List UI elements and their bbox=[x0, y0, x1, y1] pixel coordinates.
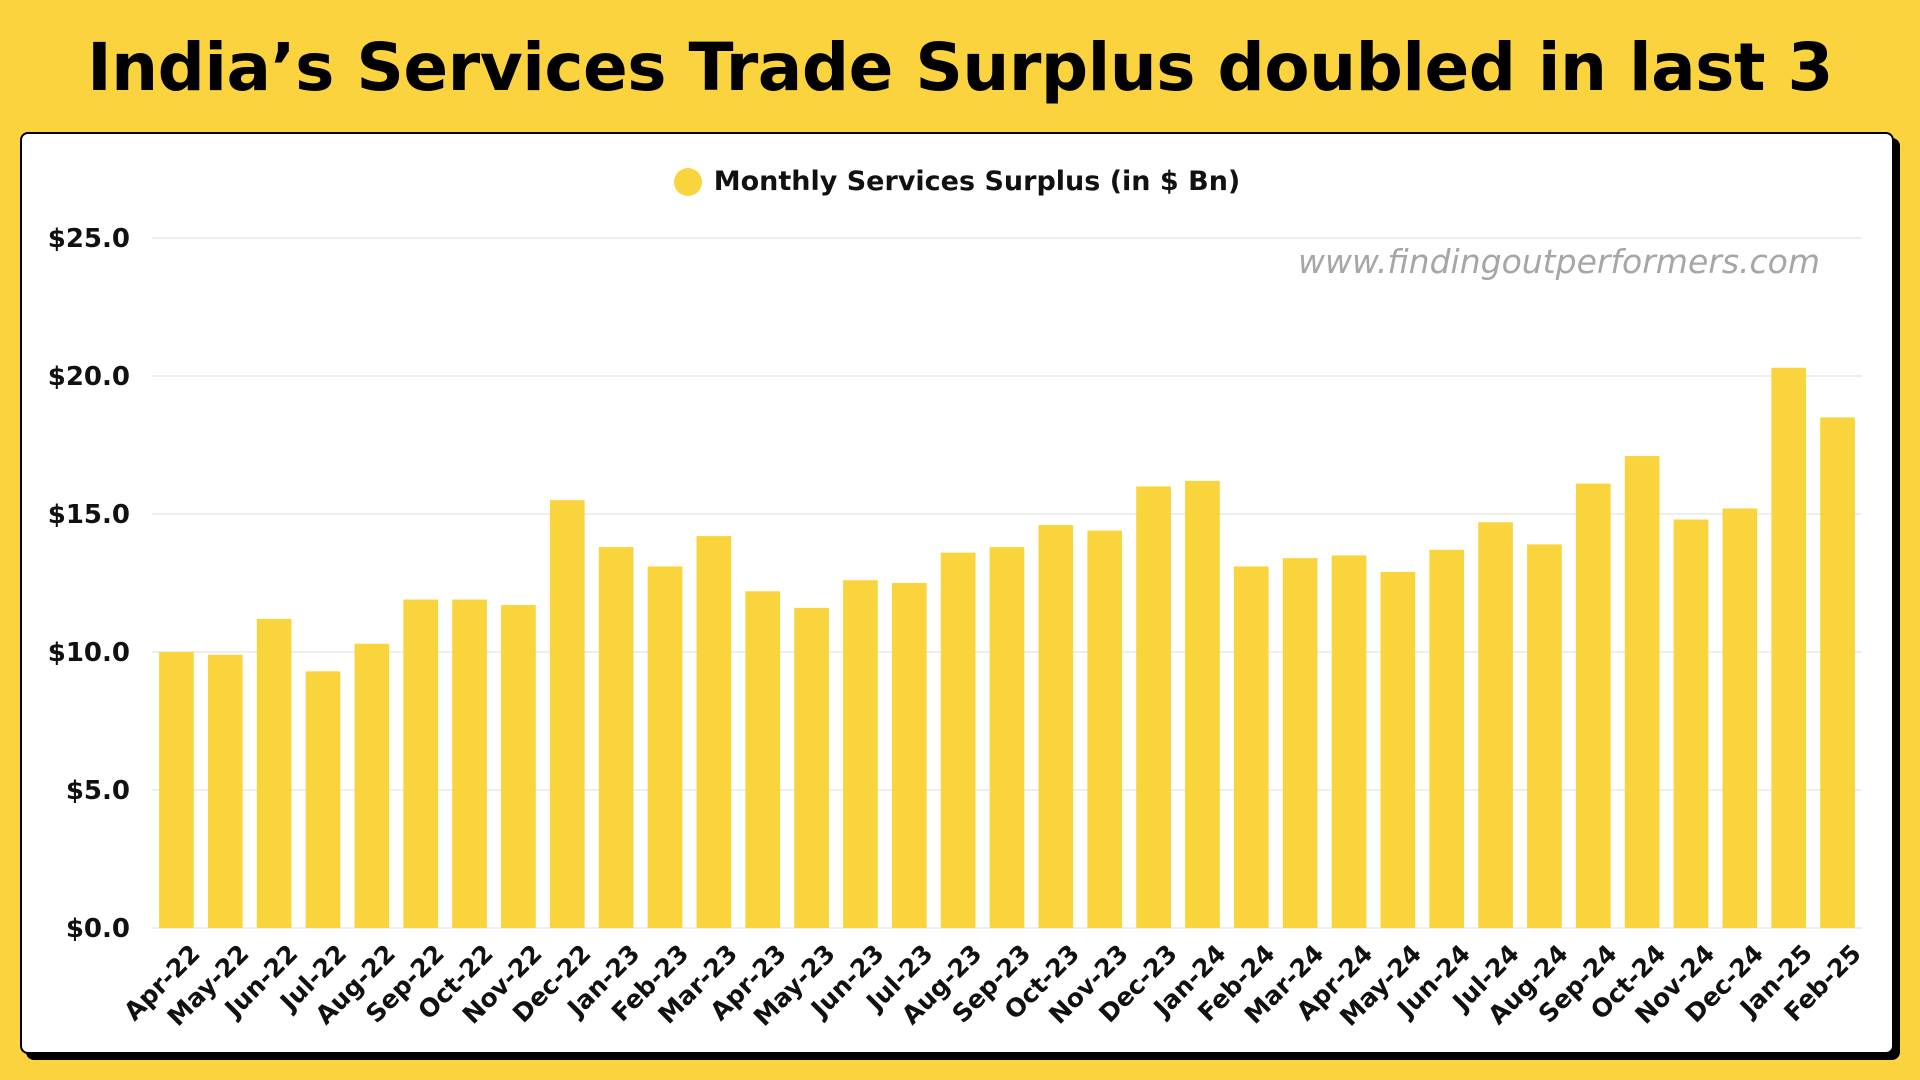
bar-jun-24 bbox=[1429, 549, 1465, 928]
bar-jun-23 bbox=[843, 580, 878, 928]
legend-swatch bbox=[673, 167, 702, 196]
watermark: www.findingoutperformers.com bbox=[1298, 242, 1820, 281]
bar-mar-24 bbox=[1282, 558, 1318, 928]
bar-feb-24 bbox=[1233, 566, 1269, 928]
bar-may-23 bbox=[794, 607, 829, 928]
bar-apr-23 bbox=[745, 591, 781, 928]
bar-sep-22 bbox=[403, 599, 439, 928]
bar-dec-23 bbox=[1136, 486, 1171, 928]
bar-aug-24 bbox=[1527, 544, 1562, 928]
bar-oct-23 bbox=[1038, 525, 1074, 928]
bar-feb-23 bbox=[647, 566, 683, 928]
bar-mar-23 bbox=[696, 536, 732, 928]
bar-jul-23 bbox=[891, 583, 927, 928]
bar-jan-23 bbox=[598, 547, 634, 928]
y-tick-label: $25.0 bbox=[48, 224, 130, 254]
bar-may-24 bbox=[1380, 571, 1416, 928]
y-tick-label: $10.0 bbox=[48, 638, 130, 668]
bar-sep-24 bbox=[1575, 483, 1611, 928]
bar-may-22 bbox=[207, 654, 243, 928]
bar-chart: $0.0$5.0$10.0$15.0$20.0$25.0Apr-22May-22… bbox=[48, 224, 1867, 1032]
chart-card: Monthly Services Surplus (in $ Bn) www.f… bbox=[20, 132, 1894, 1054]
bar-jan-24 bbox=[1185, 480, 1220, 928]
y-tick-label: $20.0 bbox=[48, 362, 130, 392]
bar-nov-22 bbox=[501, 605, 536, 928]
bar-sep-23 bbox=[989, 547, 1025, 928]
bar-aug-22 bbox=[354, 643, 390, 928]
bar-oct-22 bbox=[452, 599, 487, 928]
bar-jun-22 bbox=[256, 618, 292, 928]
bar-jan-25 bbox=[1771, 367, 1807, 929]
bar-dec-24 bbox=[1722, 508, 1758, 928]
bar-nov-24 bbox=[1673, 519, 1709, 928]
legend-label: Monthly Services Surplus (in $ Bn) bbox=[713, 166, 1241, 197]
bar-jul-22 bbox=[305, 671, 341, 928]
legend: Monthly Services Surplus (in $ Bn) bbox=[22, 166, 1892, 197]
bar-oct-24 bbox=[1624, 456, 1660, 928]
bar-nov-23 bbox=[1087, 530, 1123, 928]
y-tick-label: $5.0 bbox=[66, 776, 130, 806]
bar-feb-25 bbox=[1820, 417, 1855, 928]
bar-aug-23 bbox=[940, 552, 976, 928]
bar-jul-24 bbox=[1478, 522, 1513, 928]
bar-apr-24 bbox=[1331, 555, 1367, 928]
bar-apr-22 bbox=[159, 652, 194, 928]
bar-dec-22 bbox=[549, 500, 585, 928]
y-tick-label: $15.0 bbox=[48, 500, 130, 530]
y-tick-label: $0.0 bbox=[66, 914, 130, 944]
